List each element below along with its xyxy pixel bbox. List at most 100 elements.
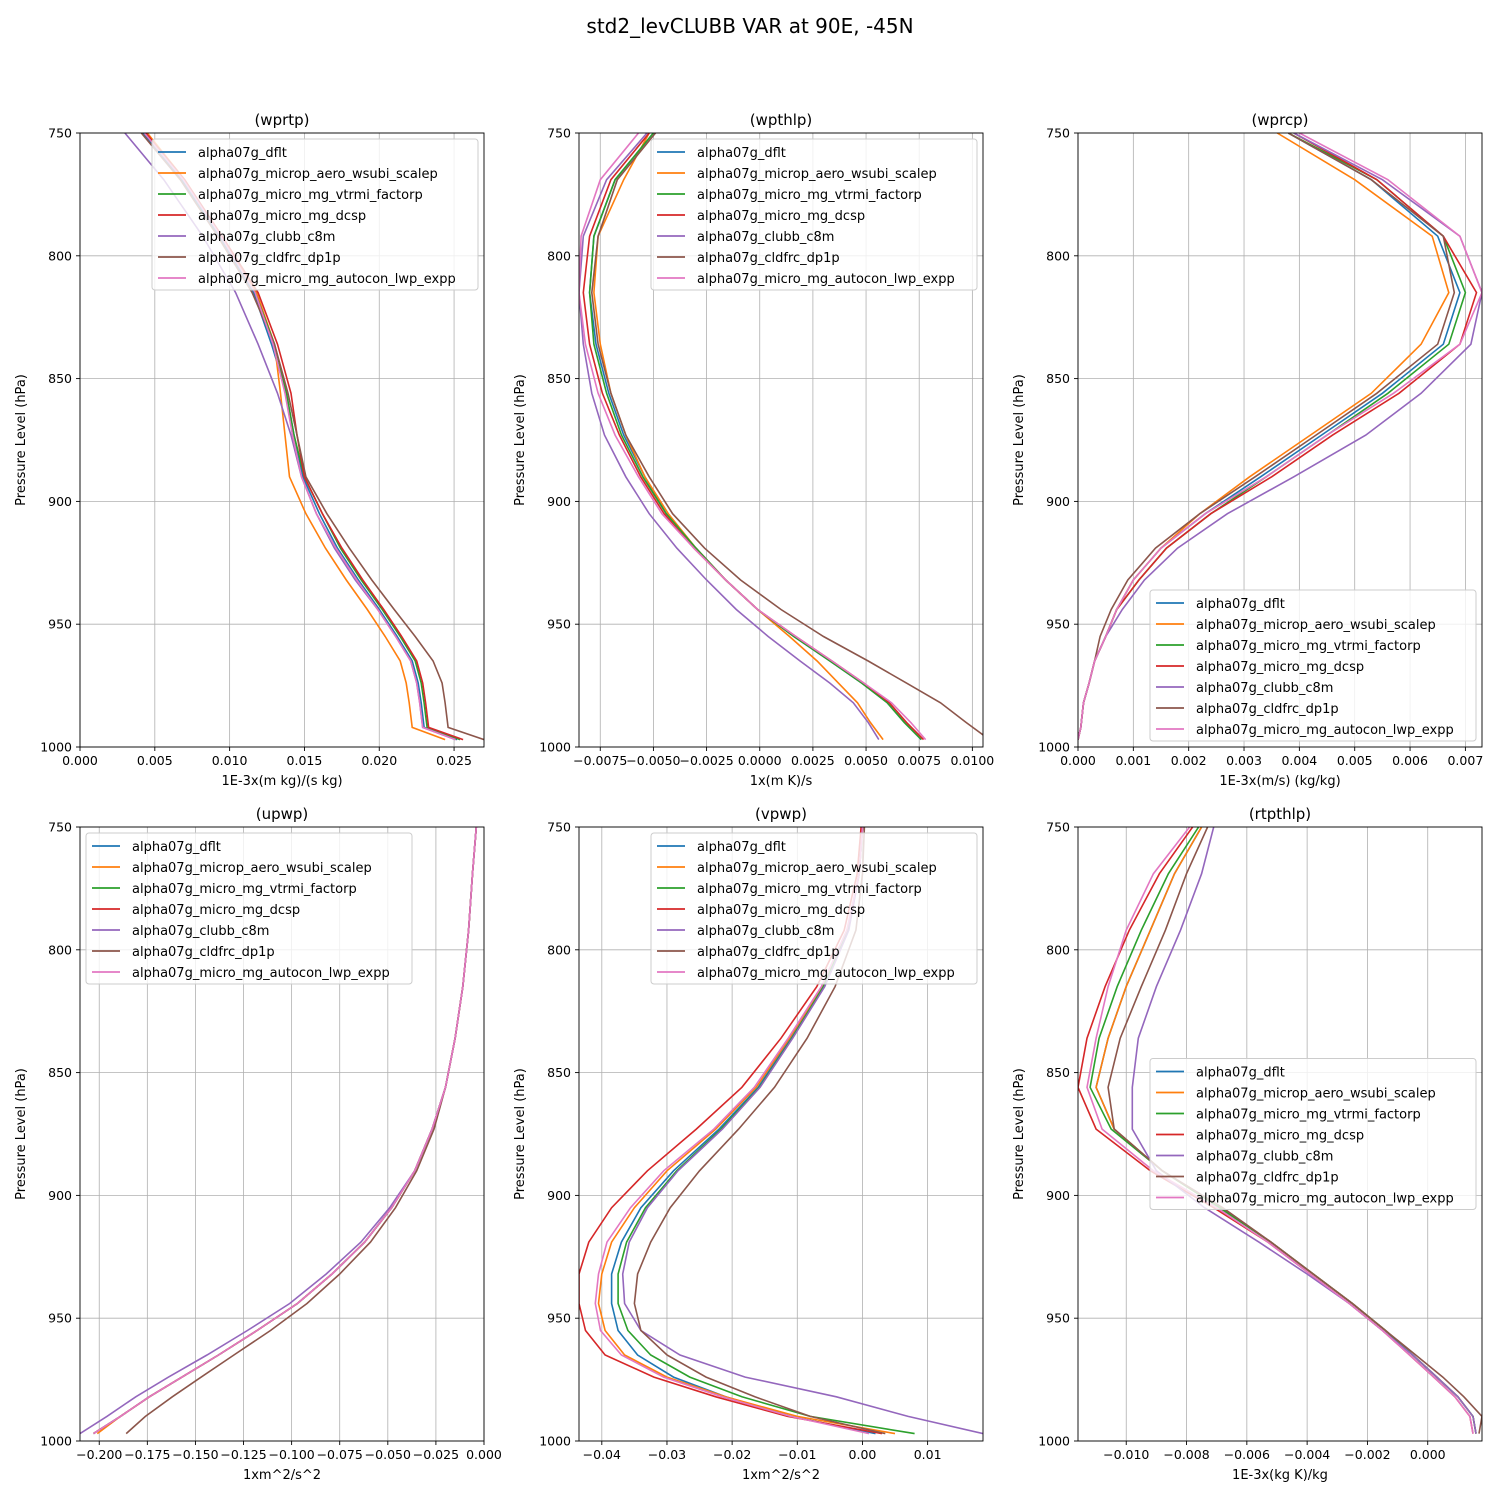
legend: alpha07g_dflt alpha07g_microp_aero_wsubi_… — [1149, 1058, 1477, 1210]
legend: alpha07g_dflt alpha07g_microp_aero_wsubi_… — [151, 138, 479, 291]
figure-title: std2_levCLUBB VAR at 90E, -45N — [586, 14, 914, 38]
y-tick-label: 900 — [547, 1188, 571, 1203]
legend-label: alpha07g_micro_mg_autocon_lwp_expp — [198, 272, 456, 287]
panel-4: −0.04 −0.03 −0.02 −0.01 0.00 0.01 750 800 850 900… — [513, 805, 984, 1483]
x-axis-label: 1xm^2/s^2 — [243, 1468, 321, 1483]
x-tick-label: 0.025 — [436, 753, 472, 768]
y-tick-label: 750 — [547, 820, 571, 835]
legend-label: alpha07g_microp_aero_wsubi_scalep — [697, 861, 937, 876]
panel-title: (upwp) — [256, 805, 309, 823]
y-tick-label: 1000 — [40, 1434, 72, 1449]
legend-label: alpha07g_dflt — [697, 146, 786, 161]
x-tick-label: 0.002 — [1171, 753, 1207, 768]
legend-label: alpha07g_micro_mg_autocon_lwp_expp — [1196, 1192, 1454, 1207]
x-tick-label: −0.0025 — [679, 753, 733, 768]
y-tick-label: 750 — [48, 126, 72, 141]
series-line — [1107, 827, 1482, 1434]
legend-label: alpha07g_dflt — [198, 146, 287, 161]
x-tick-label: −0.004 — [1284, 1447, 1330, 1462]
y-tick-label: 900 — [48, 1188, 72, 1203]
y-tick-label: 800 — [547, 942, 571, 957]
legend-label: alpha07g_microp_aero_wsubi_scalep — [198, 167, 438, 182]
legend-label: alpha07g_micro_mg_dcsp — [697, 903, 865, 918]
legend: alpha07g_dflt alpha07g_microp_aero_wsubi_… — [85, 832, 413, 985]
x-tick-label: 0.000 — [62, 753, 98, 768]
x-tick-label: −0.125 — [220, 1447, 266, 1462]
x-tick-label: −0.050 — [365, 1447, 411, 1462]
x-tick-label: 0.006 — [1392, 753, 1428, 768]
panel-title: (vpwp) — [755, 805, 807, 823]
y-tick-label: 850 — [1046, 1065, 1070, 1080]
legend-label: alpha07g_microp_aero_wsubi_scalep — [1196, 618, 1436, 633]
x-tick-label: 0.0000 — [738, 753, 782, 768]
legend-label: alpha07g_microp_aero_wsubi_scalep — [697, 167, 937, 182]
y-tick-label: 850 — [48, 1065, 72, 1080]
legend-label: alpha07g_clubb_c8m — [1196, 1150, 1333, 1165]
y-axis-label: Pressure Level (hPa) — [14, 1068, 29, 1200]
x-tick-label: 0.010 — [212, 753, 248, 768]
panel-5: −0.010 −0.008 −0.006 −0.004 −0.002 0.000 750 80… — [1012, 805, 1483, 1483]
x-tick-label: 0.000 — [466, 1447, 502, 1462]
axes-frame — [1077, 132, 1483, 748]
axes-frame — [578, 826, 984, 1442]
x-tick-label: 0.005 — [137, 753, 173, 768]
y-axis-label: Pressure Level (hPa) — [1012, 374, 1027, 506]
y-tick-label: 950 — [1046, 1311, 1070, 1326]
panel-0: 0.000 0.005 0.010 0.015 0.020 0.025 750 800 850 9… — [14, 111, 485, 789]
series-group — [1078, 133, 1482, 740]
x-tick-label: −0.025 — [413, 1447, 459, 1462]
y-tick-label: 1000 — [40, 740, 72, 755]
x-tick-label: −0.100 — [268, 1447, 314, 1462]
y-tick-label: 1000 — [1038, 740, 1070, 755]
legend-box — [1149, 589, 1477, 742]
x-tick-label: −0.175 — [124, 1447, 170, 1462]
x-axis-label: 1E-3x(kg K)/kg — [1232, 1468, 1328, 1483]
legend: alpha07g_dflt alpha07g_microp_aero_wsubi_… — [650, 138, 978, 291]
series-group — [1078, 827, 1482, 1434]
x-tick-label: −0.010 — [1103, 1447, 1149, 1462]
legend-label: alpha07g_microp_aero_wsubi_scalep — [132, 861, 372, 876]
y-tick-label: 900 — [48, 494, 72, 509]
series-group — [579, 133, 983, 741]
y-tick-label: 950 — [1046, 617, 1070, 632]
x-tick-label: 0.004 — [1281, 753, 1317, 768]
legend: alpha07g_dflt alpha07g_microp_aero_wsubi_… — [650, 832, 978, 985]
x-tick-label: −0.200 — [76, 1447, 122, 1462]
x-tick-label: 0.00 — [849, 1447, 877, 1462]
legend-label: alpha07g_cldfrc_dp1p — [1196, 702, 1339, 717]
panel-3: −0.200 −0.175 −0.150 −0.125 −0.100 −0.075 −0.0… — [14, 805, 502, 1483]
y-tick-label: 750 — [1046, 820, 1070, 835]
x-tick-label: 0.0100 — [950, 753, 994, 768]
legend-label: alpha07g_micro_mg_vtrmi_factorp — [198, 188, 423, 203]
legend-label: alpha07g_micro_mg_vtrmi_factorp — [1196, 1108, 1421, 1123]
panel-1: −0.0075−0.0050−0.0025 0.0000 0.0025 0.0050 0… — [513, 111, 994, 789]
legend-label: alpha07g_cldfrc_dp1p — [697, 945, 840, 960]
series-line — [588, 133, 922, 741]
x-tick-label: 0.007 — [1447, 753, 1483, 768]
y-tick-label: 850 — [547, 1065, 571, 1080]
legend-label: alpha07g_cldfrc_dp1p — [198, 251, 341, 266]
legend: alpha07g_dflt alpha07g_microp_aero_wsubi_… — [1149, 589, 1477, 742]
panel-title: (wprtp) — [254, 111, 309, 129]
panel-title: (wprcp) — [1251, 111, 1308, 129]
legend-label: alpha07g_dflt — [1196, 597, 1285, 612]
x-axis-label: 1x(m K)/s — [750, 774, 813, 789]
x-tick-label: −0.01 — [778, 1447, 816, 1462]
y-tick-label: 900 — [547, 494, 571, 509]
y-tick-label: 750 — [48, 820, 72, 835]
y-tick-label: 1000 — [539, 1434, 571, 1449]
legend-label: alpha07g_micro_mg_dcsp — [1196, 660, 1364, 675]
x-tick-label: −0.008 — [1163, 1447, 1209, 1462]
legend-label: alpha07g_dflt — [132, 840, 221, 855]
series-line — [1131, 827, 1477, 1434]
y-tick-label: 950 — [48, 617, 72, 632]
legend-box — [85, 832, 413, 985]
y-tick-label: 800 — [48, 248, 72, 263]
legend-label: alpha07g_micro_mg_dcsp — [1196, 1129, 1364, 1144]
x-tick-label: 0.000 — [1410, 1447, 1446, 1462]
y-axis-label: Pressure Level (hPa) — [14, 374, 29, 506]
panel-title: (wpthlp) — [750, 111, 813, 129]
legend-label: alpha07g_micro_mg_dcsp — [132, 903, 300, 918]
y-axis-label: Pressure Level (hPa) — [1012, 1068, 1027, 1200]
y-tick-label: 800 — [547, 248, 571, 263]
